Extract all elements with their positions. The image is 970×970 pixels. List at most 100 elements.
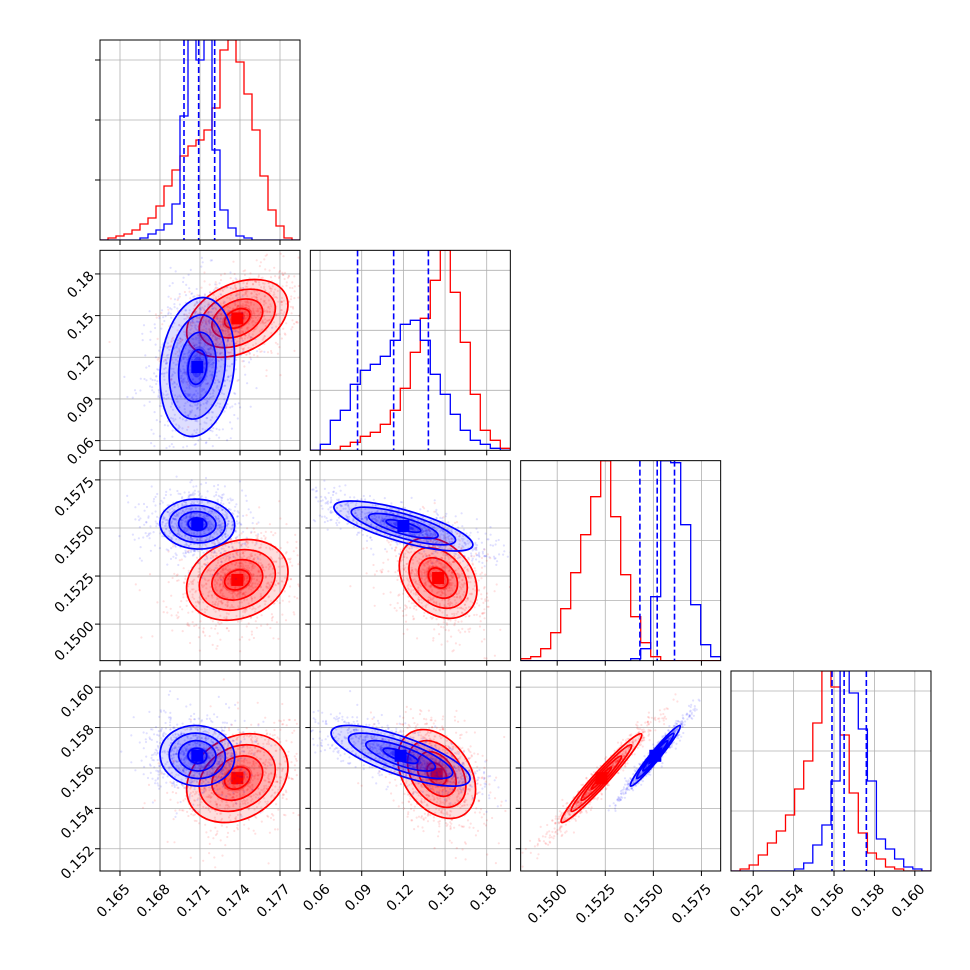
sample-point [276,352,279,355]
sample-point [374,526,377,529]
sample-point [164,524,168,528]
sample-point [425,533,428,536]
sample-point [396,559,399,563]
sample-point [220,535,224,539]
sample-point [484,599,487,603]
sample-point [404,608,407,611]
sample-point [167,396,170,399]
sample-point [211,334,215,337]
sample-point [209,346,212,349]
sample-point [241,293,244,296]
sample-point [280,312,283,315]
sample-point [252,312,255,315]
sample-point [470,592,473,595]
sample-point [423,582,426,585]
sample-point [204,401,208,404]
sample-point [212,524,215,527]
sample-point [266,306,269,309]
sample-point [165,361,168,364]
sample-point [197,339,200,342]
sample-point [240,330,243,333]
sample-point [250,552,253,555]
sample-point [219,302,222,305]
sample-point [126,395,129,399]
sample-point [220,551,223,555]
sample-point [197,455,199,457]
sample-point [239,561,242,565]
sample-point [237,511,240,514]
sample-point [425,533,428,536]
sample-point [424,604,427,607]
sample-point [195,287,198,291]
sample-point [237,331,240,334]
sample-point [191,292,194,295]
sample-point [197,576,200,579]
sample-point [262,303,266,306]
sample-point [187,326,190,329]
sample-point [196,543,199,546]
sample-point [191,515,194,518]
sample-point [414,605,418,608]
sample-point [240,337,244,340]
sample-point [277,637,280,640]
sample-point [449,583,452,587]
sample-point [185,386,188,389]
sample-point [260,329,263,332]
sample-point [270,287,273,290]
sample-point [226,597,229,600]
sample-point [473,546,476,549]
sample-point [200,342,203,345]
sample-point [160,523,163,526]
sample-point [453,624,456,627]
sample-point [223,384,226,387]
sample-point [201,576,204,579]
sample-point [255,280,258,283]
sample-point [251,321,254,324]
sample-point [183,528,186,532]
sample-point [423,564,426,568]
sample-point [210,511,213,514]
sample-point [242,350,245,353]
sample-point [203,421,206,424]
sample-point [236,595,239,598]
sample-point [182,357,185,360]
sample-point [219,402,222,405]
sample-point [213,334,216,337]
sample-point [154,356,158,359]
sample-point [227,545,230,548]
sample-point [205,417,208,420]
sample-point [156,380,159,383]
sample-point [199,338,202,341]
sample-point [228,556,231,559]
sample-point [172,445,175,449]
sample-point [443,589,446,592]
hist-series-b [731,670,931,871]
sample-point [207,339,210,342]
sample-point [165,394,168,397]
sample-point [254,280,257,283]
sample-point [234,392,237,395]
sample-point [164,358,167,361]
sample-point [223,410,226,413]
sample-point [423,569,426,572]
sample-point [411,569,414,572]
sample-point [195,398,198,402]
sample-point [216,573,219,576]
sample-point [451,650,454,653]
sample-point [268,285,271,288]
sample-point [263,569,266,572]
sample-point [235,614,238,618]
sample-point [214,283,217,286]
sample-point [255,541,258,544]
sample-point [398,552,401,555]
sample-point [291,286,294,290]
sample-point [226,305,229,308]
sample-point [214,515,217,518]
sample-point [382,592,385,595]
sample-point [203,357,206,360]
sample-point [154,495,157,498]
sample-point [274,584,277,587]
sample-point [242,615,245,618]
sample-point [186,400,189,403]
sample-point [414,574,417,577]
